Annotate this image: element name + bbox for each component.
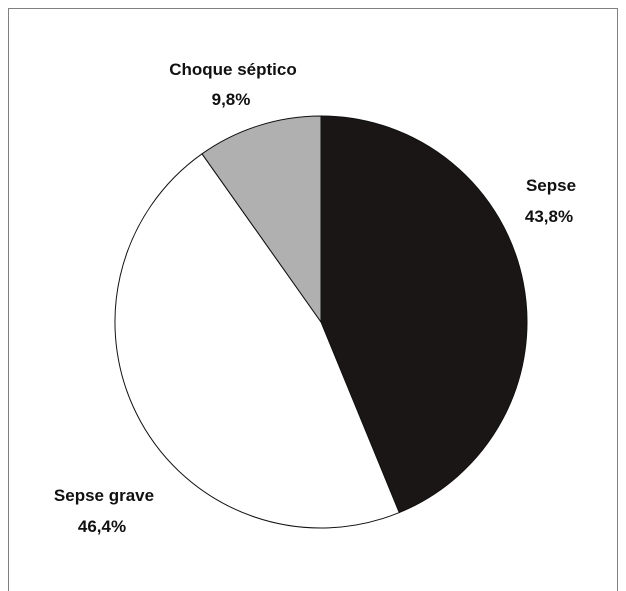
slice-value-sepse-grave: 46,4% <box>78 517 126 536</box>
slice-label-sepse: Sepse <box>526 176 576 195</box>
slice-value-choque-septico: 9,8% <box>212 90 251 109</box>
slice-value-sepse: 43,8% <box>525 207 573 226</box>
pie-slice-sepse-grave <box>114 153 400 529</box>
pie-slice-choque-septico <box>201 115 322 324</box>
pie-slice-sepse <box>320 115 528 514</box>
pie-slices <box>114 115 528 529</box>
chart-frame <box>8 8 618 591</box>
slice-label-sepse-grave: Sepse grave <box>54 486 154 505</box>
slice-label-choque-septico: Choque séptico <box>169 60 297 79</box>
